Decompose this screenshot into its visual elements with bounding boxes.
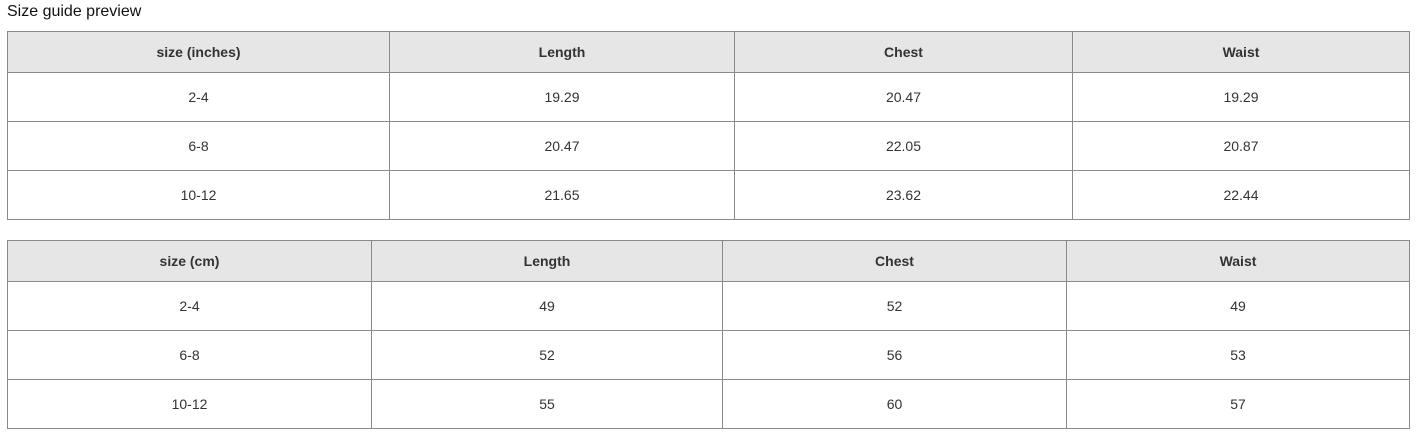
table-row: 6-8 52 56 53 [7, 330, 1410, 380]
cell-size: 2-4 [7, 72, 390, 122]
table-row: 10-12 55 60 57 [7, 379, 1410, 429]
cell-chest: 56 [722, 330, 1067, 380]
page-title: Size guide preview [7, 3, 142, 20]
cell-size: 6-8 [7, 121, 390, 171]
size-table-cm: size (cm) Length Chest Waist 2-4 49 52 4… [7, 240, 1410, 429]
cell-waist: 22.44 [1072, 170, 1410, 220]
cell-length: 49 [371, 281, 723, 331]
table-header-row: size (cm) Length Chest Waist [7, 240, 1410, 282]
table-row: 2-4 19.29 20.47 19.29 [7, 72, 1410, 122]
column-header-chest: Chest [734, 31, 1073, 73]
cell-waist: 49 [1066, 281, 1410, 331]
cell-size: 2-4 [7, 281, 372, 331]
cell-waist: 19.29 [1072, 72, 1410, 122]
size-table-inches: size (inches) Length Chest Waist 2-4 19.… [7, 31, 1410, 220]
cell-length: 52 [371, 330, 723, 380]
column-header-waist: Waist [1066, 240, 1410, 282]
cell-waist: 53 [1066, 330, 1410, 380]
table-row: 10-12 21.65 23.62 22.44 [7, 170, 1410, 220]
cell-length: 20.47 [389, 121, 735, 171]
column-header-length: Length [371, 240, 723, 282]
column-header-length: Length [389, 31, 735, 73]
cell-waist: 57 [1066, 379, 1410, 429]
column-header-chest: Chest [722, 240, 1067, 282]
cell-chest: 23.62 [734, 170, 1073, 220]
column-header-size: size (inches) [7, 31, 390, 73]
cell-waist: 20.87 [1072, 121, 1410, 171]
table-row: 2-4 49 52 49 [7, 281, 1410, 331]
table-row: 6-8 20.47 22.05 20.87 [7, 121, 1410, 171]
cell-length: 55 [371, 379, 723, 429]
table-header-row: size (inches) Length Chest Waist [7, 31, 1410, 73]
cell-size: 6-8 [7, 330, 372, 380]
cell-chest: 22.05 [734, 121, 1073, 171]
column-header-size: size (cm) [7, 240, 372, 282]
cell-size: 10-12 [7, 170, 390, 220]
cell-chest: 60 [722, 379, 1067, 429]
column-header-waist: Waist [1072, 31, 1410, 73]
cell-chest: 20.47 [734, 72, 1073, 122]
cell-size: 10-12 [7, 379, 372, 429]
cell-length: 19.29 [389, 72, 735, 122]
cell-chest: 52 [722, 281, 1067, 331]
cell-length: 21.65 [389, 170, 735, 220]
